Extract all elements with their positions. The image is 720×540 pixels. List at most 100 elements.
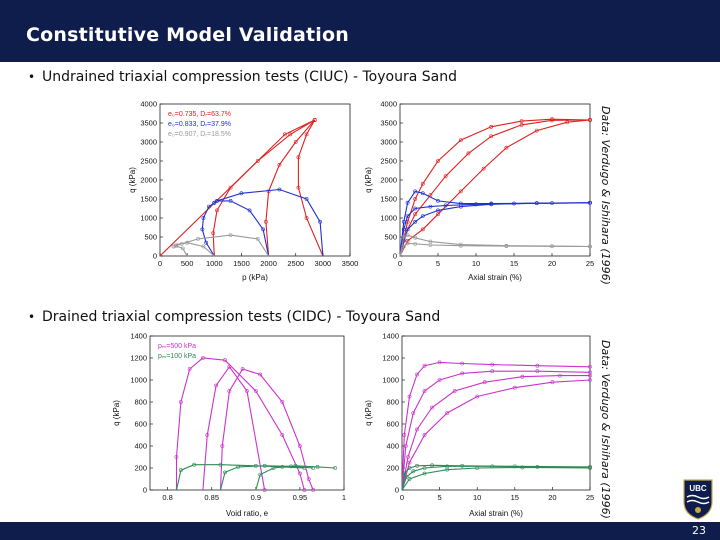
data-point: [428, 243, 433, 247]
data-point: [413, 206, 418, 211]
data-point: [227, 364, 232, 369]
data-point: [407, 477, 412, 481]
data-point: [588, 373, 592, 378]
data-point: [413, 189, 418, 194]
x-tick-label: 15: [511, 493, 519, 502]
series-line: [399, 119, 591, 257]
data-point: [422, 389, 427, 393]
data-point: [405, 200, 410, 205]
data-point: [420, 191, 425, 196]
x-axis-label: Void ratio, e: [226, 509, 269, 518]
data-point: [311, 488, 316, 492]
x-tick-label: 0.85: [204, 493, 219, 502]
data-point: [458, 204, 463, 209]
data-point: [201, 244, 206, 249]
data-point: [588, 200, 592, 205]
y-tick-label: 600: [134, 420, 147, 429]
data-credit-cidc-text: Data: Verdugo & Ishihara (1996): [599, 340, 612, 519]
data-point: [407, 460, 412, 465]
x-tick-label: 1000: [206, 259, 223, 268]
y-axis-label: q (kPa): [364, 167, 373, 193]
data-point: [174, 244, 179, 249]
data-point: [460, 361, 465, 366]
data-point: [466, 151, 471, 156]
data-point: [201, 216, 206, 220]
data-credit-cidc: Data: Verdugo & Ishihara (1996): [599, 340, 614, 519]
data-point: [588, 118, 592, 122]
data-point: [422, 471, 427, 476]
y-tick-label: 3000: [380, 138, 397, 147]
data-point: [304, 132, 309, 137]
data-point: [413, 212, 418, 217]
data-point: [401, 244, 406, 249]
y-tick-label: 500: [384, 233, 397, 242]
x-tick-label: 0.8: [162, 493, 172, 502]
data-point: [420, 214, 425, 219]
x-tick-label: 2500: [287, 259, 304, 268]
data-point: [312, 118, 317, 122]
data-point: [405, 233, 410, 238]
data-point: [261, 227, 266, 232]
series-line: [401, 466, 591, 491]
data-point: [178, 468, 183, 473]
data-point: [489, 124, 494, 129]
ubc-logo-icon: UBC: [683, 479, 713, 520]
y-tick-label: 0: [395, 486, 399, 495]
series-line: [201, 202, 215, 257]
data-point: [422, 433, 427, 437]
data-point: [411, 411, 416, 415]
data-point: [428, 204, 433, 209]
series-line: [399, 118, 591, 257]
y-tick-label: 200: [134, 464, 147, 473]
data-point: [228, 233, 233, 238]
data-point: [415, 463, 419, 468]
data-point: [407, 394, 412, 399]
series-line: [399, 202, 591, 257]
data-point: [212, 200, 217, 205]
y-tick-label: 1500: [140, 195, 157, 204]
data-point: [437, 378, 442, 382]
chart-svg: 0 500 1000 1500 2000 2500 3000 3500 0 500 1000 1500…: [128, 100, 358, 283]
y-tick-label: 400: [134, 442, 147, 451]
data-point: [333, 466, 338, 470]
data-point: [413, 241, 418, 246]
x-tick-label: 0: [400, 493, 404, 502]
data-point: [405, 241, 410, 246]
data-point: [458, 189, 463, 194]
data-point: [445, 467, 450, 472]
data-point: [588, 244, 592, 249]
data-point: [550, 380, 555, 385]
data-point: [215, 208, 219, 213]
data-point: [277, 162, 282, 167]
chart-ciuc-q-strain: 0 5 10 15 20 25 0 500 1000 1500 2000 2500 3000 3500 40…: [362, 98, 598, 284]
data-point: [401, 235, 406, 239]
data-point: [558, 373, 562, 378]
chart-ciuc-stress-path: 0 500 1000 1500 2000 2500 3000 3500 0 500 1000 1500…: [126, 98, 358, 284]
data-point: [174, 455, 179, 459]
data-point: [520, 374, 525, 379]
data-point: [565, 120, 570, 125]
legend-entry: e₀=0.735, Dᵣ=63.7%: [168, 111, 231, 118]
data-point: [223, 470, 227, 475]
data-point: [200, 227, 205, 232]
series-line: [202, 365, 266, 491]
y-tick-label: 200: [386, 464, 399, 473]
data-point: [475, 466, 480, 470]
data-point: [227, 389, 232, 393]
data-point: [296, 155, 301, 160]
data-point: [405, 238, 410, 243]
plot-frame: [399, 103, 591, 257]
data-point: [458, 243, 463, 248]
y-tick-label: 1200: [130, 354, 147, 363]
data-point: [430, 463, 434, 468]
title-bar: Constitutive Model Validation: [0, 0, 720, 62]
y-tick-label: 2000: [140, 176, 157, 185]
data-point: [422, 466, 427, 470]
y-tick-label: 1200: [382, 354, 399, 363]
y-tick-label: 4000: [380, 100, 397, 109]
bullet-ciuc-text: Undrained triaxial compression tests (CI…: [42, 69, 457, 85]
data-point: [239, 191, 244, 196]
data-point: [255, 236, 260, 241]
data-point: [411, 469, 416, 474]
data-point: [258, 472, 263, 477]
